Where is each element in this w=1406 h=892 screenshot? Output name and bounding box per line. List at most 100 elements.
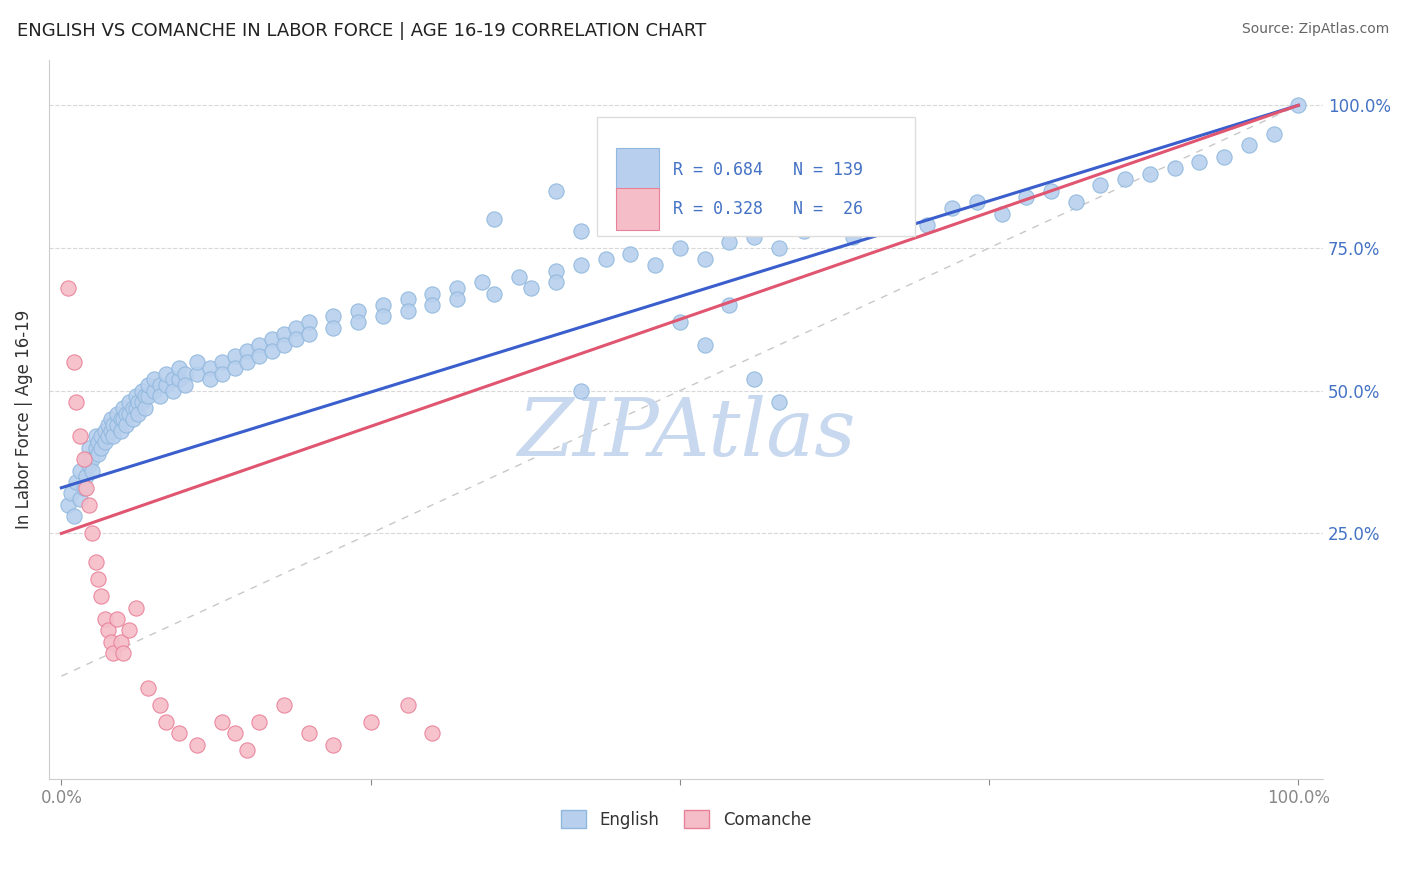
Point	[569, 258, 592, 272]
Point	[112, 412, 135, 426]
Point	[75, 469, 97, 483]
Point	[84, 555, 107, 569]
Point	[1188, 155, 1211, 169]
Point	[347, 303, 370, 318]
Point	[693, 338, 716, 352]
Point	[127, 395, 149, 409]
Point	[114, 407, 136, 421]
Point	[866, 212, 889, 227]
Point	[136, 389, 159, 403]
Point	[595, 252, 617, 267]
Point	[842, 229, 865, 244]
Point	[360, 714, 382, 729]
Point	[112, 401, 135, 415]
Point	[72, 452, 94, 467]
Point	[1263, 127, 1285, 141]
Point	[1114, 172, 1136, 186]
Point	[90, 441, 112, 455]
Point	[143, 372, 166, 386]
Point	[1015, 189, 1038, 203]
Point	[298, 726, 321, 740]
Point	[174, 378, 197, 392]
Point	[211, 355, 233, 369]
Y-axis label: In Labor Force | Age 16-19: In Labor Force | Age 16-19	[15, 310, 32, 529]
Point	[422, 726, 444, 740]
Point	[484, 212, 506, 227]
Point	[97, 417, 120, 432]
FancyBboxPatch shape	[598, 117, 915, 235]
Point	[273, 338, 295, 352]
Point	[155, 714, 177, 729]
Point	[112, 646, 135, 660]
Point	[211, 367, 233, 381]
Point	[396, 698, 419, 712]
Point	[322, 321, 344, 335]
Point	[1163, 161, 1185, 175]
Point	[742, 372, 765, 386]
Point	[198, 360, 221, 375]
Point	[56, 498, 79, 512]
Point	[60, 486, 83, 500]
Point	[1040, 184, 1063, 198]
Point	[236, 343, 259, 358]
Point	[90, 589, 112, 603]
Point	[93, 424, 115, 438]
Point	[93, 612, 115, 626]
Point	[69, 464, 91, 478]
Point	[149, 698, 172, 712]
Point	[118, 395, 141, 409]
Point	[174, 367, 197, 381]
Point	[669, 315, 692, 329]
Point	[90, 429, 112, 443]
Point	[136, 378, 159, 392]
Point	[105, 612, 128, 626]
Point	[941, 201, 963, 215]
Point	[236, 743, 259, 757]
Point	[87, 435, 110, 450]
Point	[100, 424, 122, 438]
Point	[103, 646, 125, 660]
Point	[371, 298, 394, 312]
Point	[82, 526, 104, 541]
Point	[422, 286, 444, 301]
Point	[247, 350, 270, 364]
Point	[93, 435, 115, 450]
Point	[247, 714, 270, 729]
Point	[273, 326, 295, 341]
Point	[322, 310, 344, 324]
Point	[966, 195, 988, 210]
Point	[77, 498, 100, 512]
Point	[97, 624, 120, 638]
Point	[87, 446, 110, 460]
Point	[131, 395, 153, 409]
Point	[990, 207, 1012, 221]
Point	[693, 252, 716, 267]
Point	[546, 264, 568, 278]
Point	[260, 332, 283, 346]
FancyBboxPatch shape	[616, 148, 659, 191]
Point	[149, 389, 172, 403]
Point	[285, 321, 308, 335]
Point	[134, 401, 156, 415]
Point	[422, 298, 444, 312]
Text: R = 0.328   N =  26: R = 0.328 N = 26	[673, 200, 863, 219]
Point	[285, 332, 308, 346]
Point	[105, 407, 128, 421]
Point	[298, 315, 321, 329]
Point	[124, 389, 146, 403]
Text: ZIPAtlas: ZIPAtlas	[517, 395, 855, 473]
Point	[471, 275, 494, 289]
Point	[103, 429, 125, 443]
Point	[65, 475, 87, 489]
Point	[122, 412, 145, 426]
Point	[75, 452, 97, 467]
Point	[396, 293, 419, 307]
Point	[75, 481, 97, 495]
Point	[742, 229, 765, 244]
Point	[84, 429, 107, 443]
Point	[1139, 167, 1161, 181]
Point	[260, 343, 283, 358]
Point	[110, 635, 132, 649]
Point	[124, 401, 146, 415]
Point	[127, 407, 149, 421]
